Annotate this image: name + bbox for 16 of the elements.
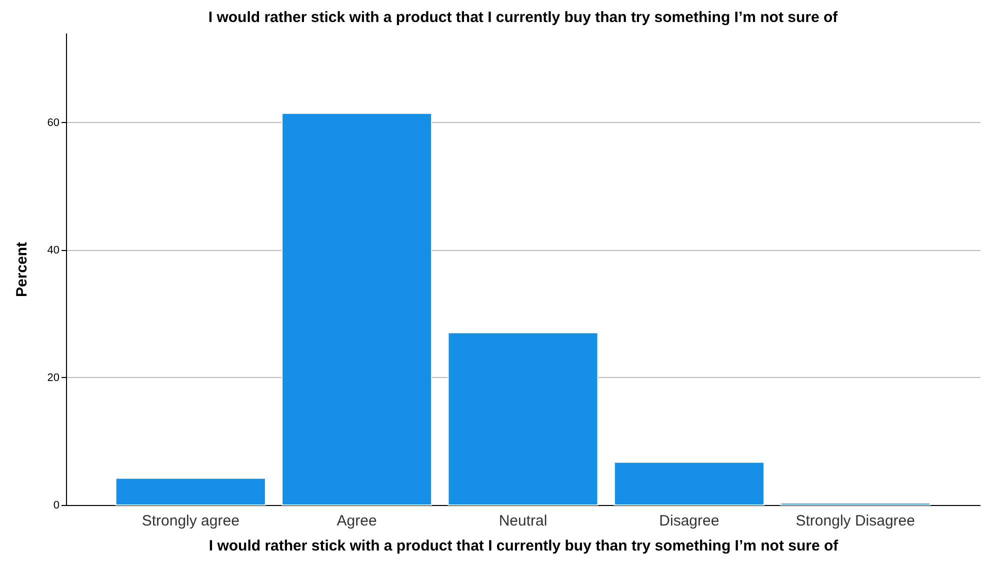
bar [448, 332, 598, 506]
y-tick-label: 40 [47, 244, 60, 256]
bar [282, 112, 432, 506]
y-tick-label: 0 [53, 500, 60, 512]
x-tick-label: Disagree [659, 512, 720, 530]
y-tick-label: 20 [47, 372, 60, 384]
x-tick-label: Strongly Disagree [796, 512, 915, 530]
x-tick-label: Agree [336, 512, 377, 530]
bar [614, 462, 764, 506]
x-tick-label: Strongly agree [142, 512, 240, 530]
x-axis-title: I would rather stick with a product that I currently buy than try something I’m not sure of [208, 538, 840, 554]
y-axis-title: Percent [13, 242, 30, 298]
bar [115, 478, 266, 506]
chart-title: I would rather stick with a product that I currently buy than try something I’m not sure of [208, 9, 839, 26]
y-tick-label: 60 [47, 116, 60, 129]
x-tick-label: Neutral [498, 512, 548, 530]
